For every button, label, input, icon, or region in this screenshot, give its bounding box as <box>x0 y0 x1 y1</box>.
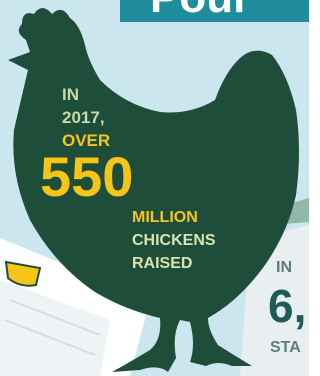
side-sub: STA <box>270 339 301 356</box>
side-lead: IN <box>276 259 292 276</box>
stat-number: 550 <box>40 145 133 208</box>
stat-unit: MILLION <box>132 209 198 226</box>
stat-line: IN <box>62 85 79 104</box>
stat-unit: CHICKENS <box>132 232 216 249</box>
artwork: Poul IN 2017, OVER 550 MILLION CHICKENS … <box>0 0 309 376</box>
infographic: Poul IN 2017, OVER 550 MILLION CHICKENS … <box>0 0 309 376</box>
side-number: 6, <box>268 280 306 332</box>
header-title: Poul <box>150 0 245 22</box>
stat-line: 2017, <box>62 108 105 127</box>
stat-unit: RAISED <box>132 255 192 272</box>
